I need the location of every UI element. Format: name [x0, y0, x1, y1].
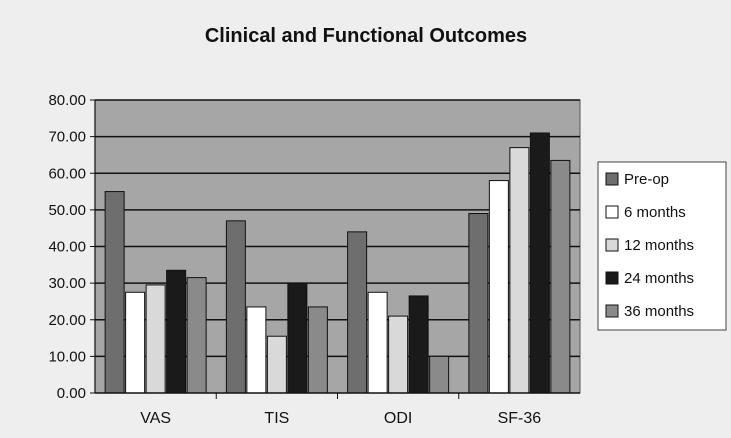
- y-tick-label: 0.00: [57, 385, 86, 402]
- bar: [246, 306, 267, 394]
- y-tick-label: 30.00: [48, 275, 86, 292]
- legend-label: 6 months: [624, 204, 686, 221]
- bar: [347, 231, 368, 394]
- legend: Pre-op 6 months 12 months 24 months 36 month…: [597, 161, 727, 331]
- x-tick-label: SF-36: [498, 410, 542, 427]
- bar: [367, 291, 388, 394]
- bar: [125, 291, 146, 394]
- bar: [166, 269, 187, 394]
- legend-label: Pre-op: [624, 171, 669, 188]
- x-tick-label: VAS: [140, 410, 171, 427]
- plot-area: 0.00 10.00 20.00 30.00 40.00 50.00 60.00 70.00 8…: [48, 92, 581, 427]
- bar: [468, 213, 489, 394]
- x-axis: VAS TIS ODI SF-36: [95, 392, 580, 427]
- bar: [287, 282, 308, 394]
- bars: [104, 132, 571, 394]
- bar: [104, 191, 125, 394]
- bar: [388, 315, 409, 394]
- bar: [186, 277, 207, 394]
- bar: [509, 147, 530, 394]
- y-tick-label: 10.00: [48, 348, 86, 365]
- legend-swatch: [605, 271, 619, 285]
- x-tick-label: TIS: [264, 410, 289, 427]
- legend-label: 24 months: [624, 270, 694, 287]
- y-tick-label: 60.00: [48, 165, 86, 182]
- bar: [429, 355, 450, 394]
- bar: [488, 180, 509, 394]
- legend-box: [597, 161, 727, 331]
- legend-swatch: [605, 304, 619, 318]
- chart-title: Clinical and Functional Outcomes: [205, 25, 527, 47]
- bar: [266, 335, 287, 394]
- bar: [529, 132, 550, 394]
- legend-swatch: [605, 205, 619, 219]
- bar: [145, 284, 166, 394]
- legend-label: 36 months: [624, 303, 694, 320]
- bar: [550, 159, 571, 394]
- x-tick-label: ODI: [384, 410, 412, 427]
- y-tick-label: 20.00: [48, 312, 86, 329]
- legend-label: 12 months: [624, 237, 694, 254]
- y-tick-label: 70.00: [48, 129, 86, 146]
- legend-swatch: [605, 238, 619, 252]
- bar: [408, 295, 429, 394]
- y-axis: 0.00 10.00 20.00 30.00 40.00 50.00 60.00 70.00 8…: [48, 92, 96, 402]
- legend-swatch: [605, 172, 619, 186]
- y-tick-label: 50.00: [48, 202, 86, 219]
- bar: [307, 306, 328, 394]
- y-tick-label: 40.00: [48, 239, 86, 256]
- y-tick-label: 80.00: [48, 92, 86, 109]
- bar: [225, 220, 246, 394]
